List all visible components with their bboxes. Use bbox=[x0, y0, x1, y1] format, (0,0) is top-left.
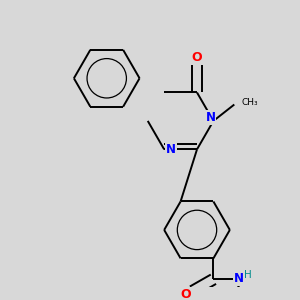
Text: N: N bbox=[166, 143, 176, 156]
Text: CH₃: CH₃ bbox=[242, 98, 258, 106]
Text: N: N bbox=[233, 272, 244, 285]
Text: O: O bbox=[192, 51, 202, 64]
Text: N: N bbox=[206, 111, 215, 124]
Text: O: O bbox=[181, 288, 191, 300]
Text: H: H bbox=[244, 270, 251, 280]
